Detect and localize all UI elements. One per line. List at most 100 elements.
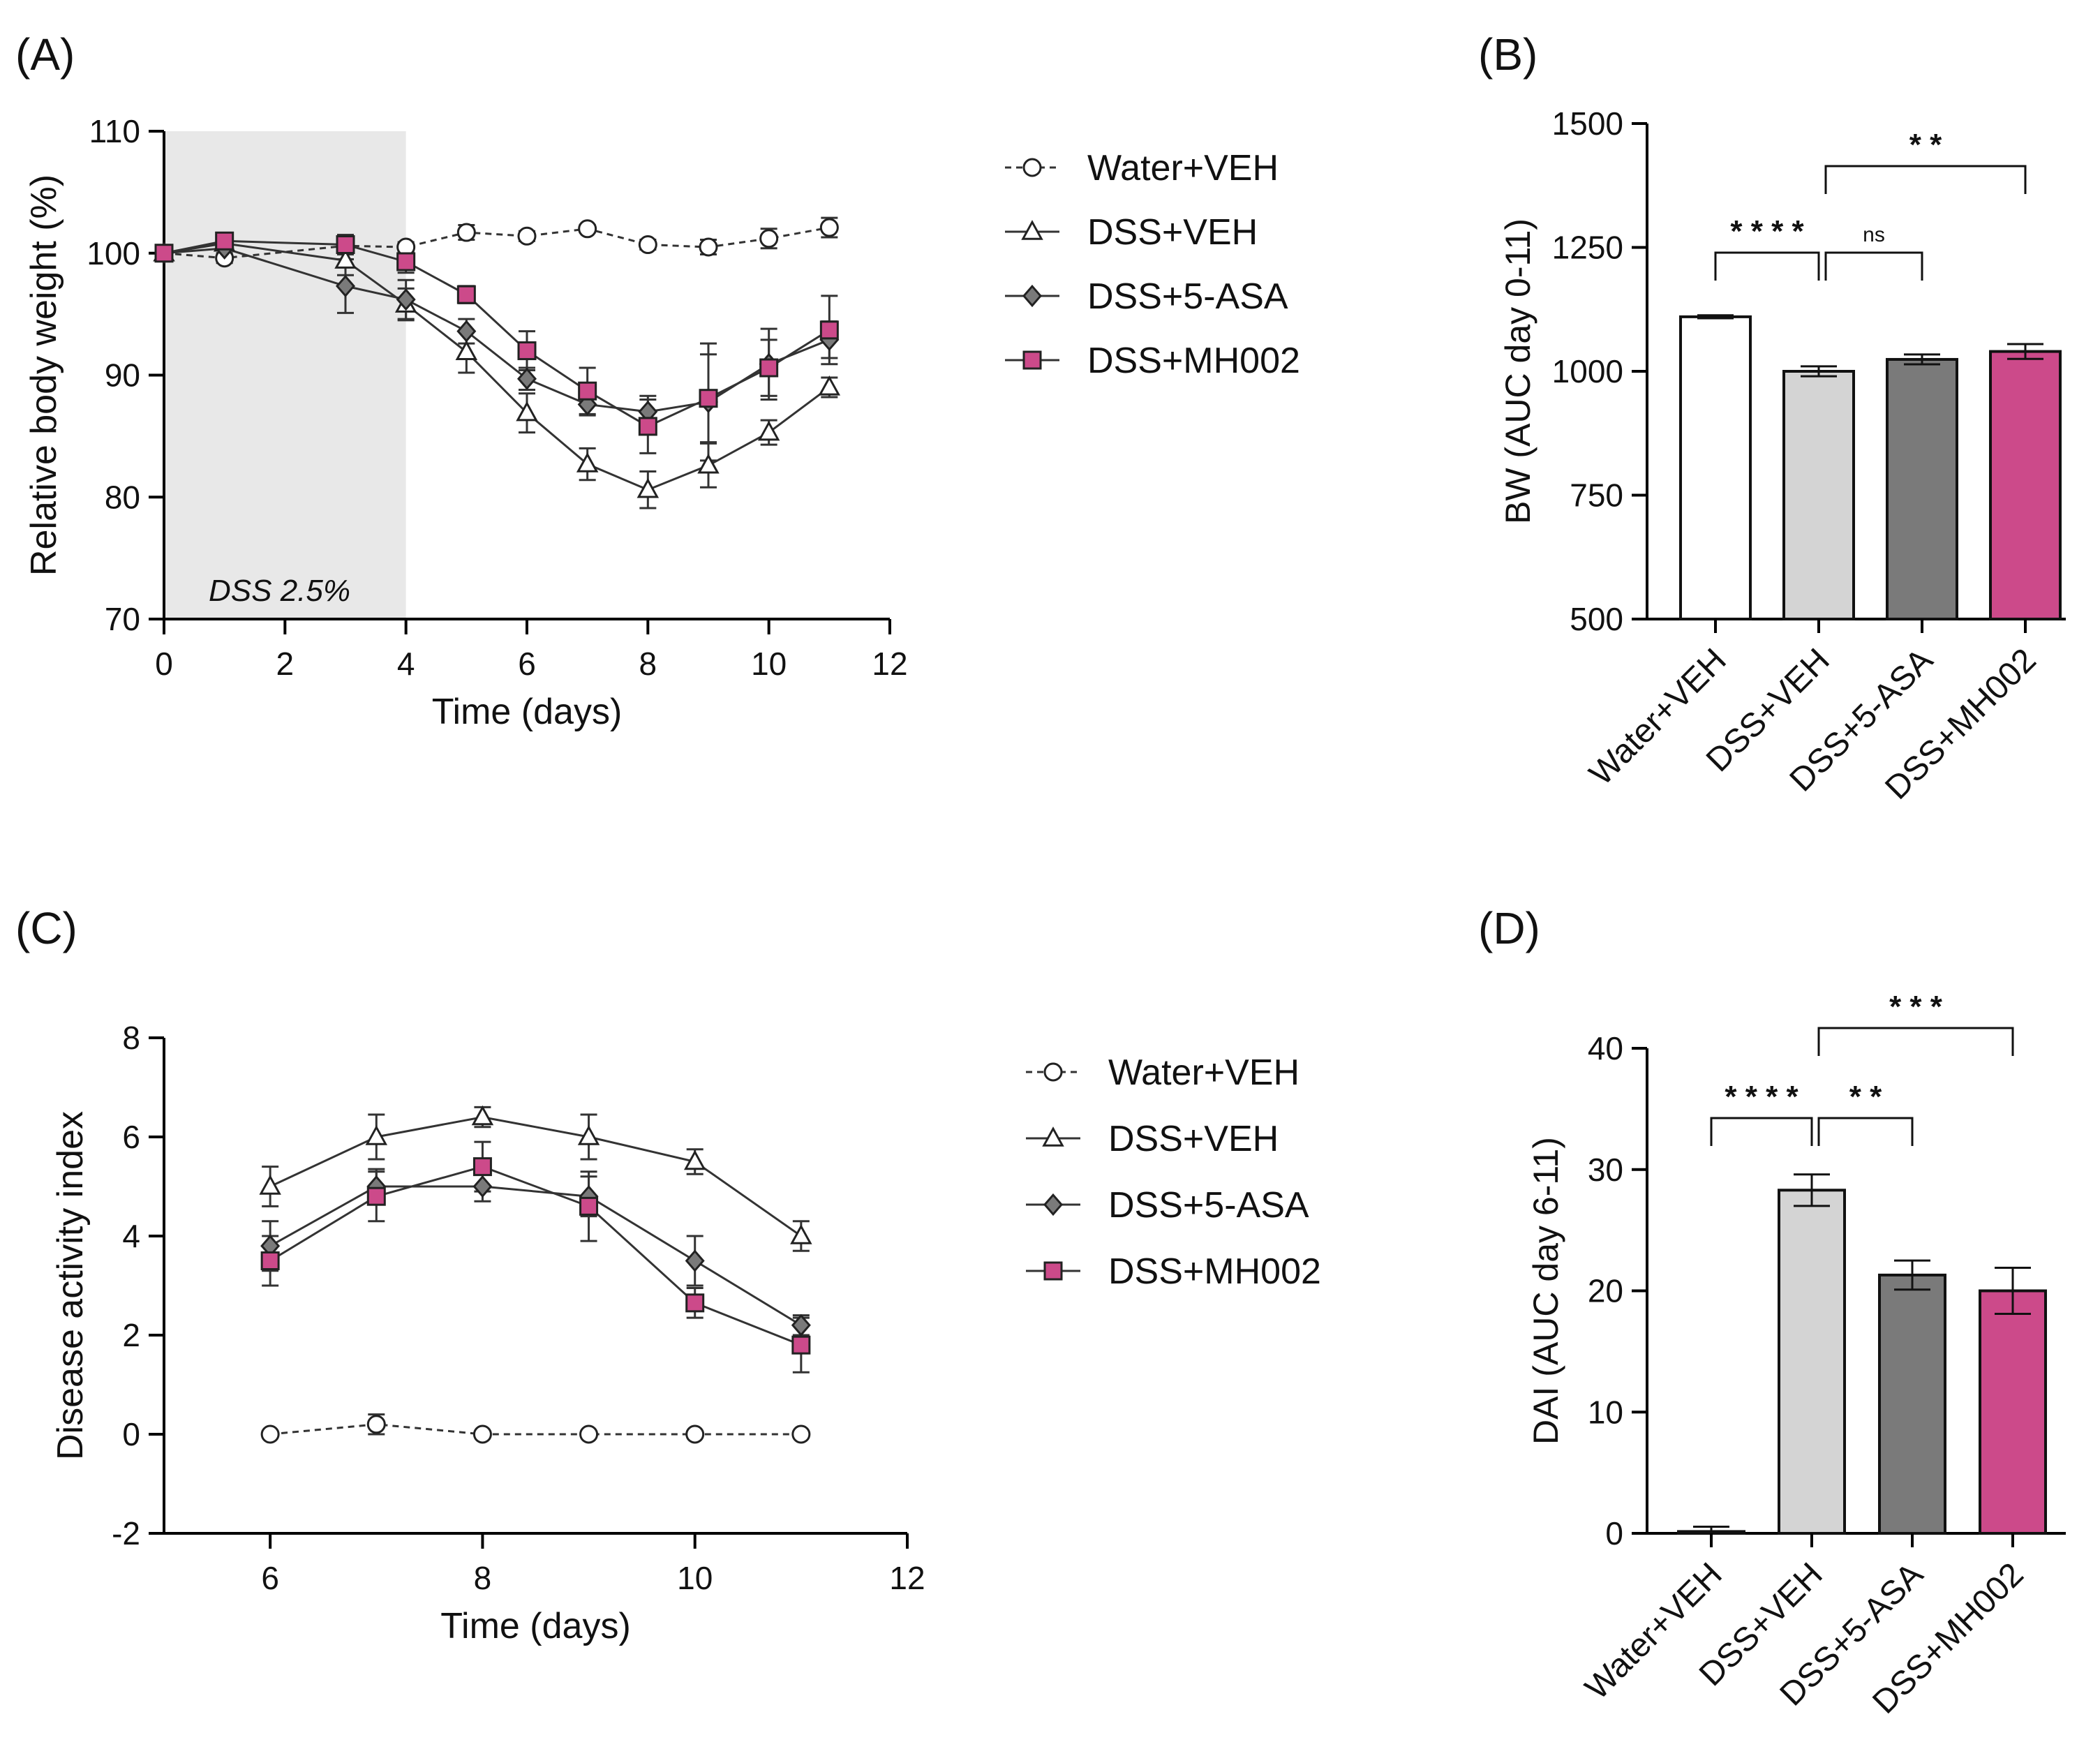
error-bar xyxy=(1894,1259,1930,1291)
data-point-DSS+5-ASA xyxy=(791,1313,811,1337)
y-tick-label: -2 xyxy=(112,1515,140,1551)
legend-marker xyxy=(1042,1126,1064,1147)
y-tick-label: 2 xyxy=(122,1317,140,1353)
data-point-DSS+VEH xyxy=(683,1149,706,1170)
data-point-DSS+5-ASA xyxy=(396,288,416,311)
y-axis-label: Relative body weight (%) xyxy=(24,174,64,576)
bracket-line xyxy=(1824,165,2027,194)
legend-label: DSS+VEH xyxy=(1108,1119,1279,1159)
significance-bracket: * * * * xyxy=(1714,214,1820,281)
y-tick-label: 1000 xyxy=(1552,353,1623,389)
bar-DSS+MH002 xyxy=(1979,1289,2047,1535)
x-axis-label: Time (days) xyxy=(440,1606,631,1646)
x-tick-label: 12 xyxy=(872,646,907,682)
legend-marker xyxy=(1043,1062,1063,1082)
data-point-DSS+VEH xyxy=(516,401,538,422)
legend-marker xyxy=(1043,1193,1063,1216)
data-point-DSS+MH002 xyxy=(699,389,718,408)
legend-marker xyxy=(1043,1261,1063,1281)
error-bar xyxy=(2007,343,2043,360)
data-point-Water+VEH xyxy=(699,237,718,257)
data-point-DSS+MH002 xyxy=(366,1186,386,1206)
data-point-DSS+VEH xyxy=(576,452,599,472)
x-tick-label: 6 xyxy=(261,1560,279,1596)
legend: Water+VEH DSS+VEH DSS+5-ASA DSS+MH002 xyxy=(1026,1052,1321,1292)
error-bar xyxy=(1904,353,1940,366)
bracket-line xyxy=(1824,251,1923,281)
y-tick-label: 1500 xyxy=(1552,105,1623,142)
y-axis-label: BW (AUC day 0-11) xyxy=(1498,218,1537,524)
legend: Water+VEH DSS+VEH DSS+5-ASA DSS+MH002 xyxy=(1005,148,1300,381)
series-line-Water+VEH xyxy=(270,1423,801,1436)
significance-bracket: * * xyxy=(1817,1080,1914,1146)
series-line-DSS+5-ASA xyxy=(269,1185,802,1327)
bar-DSS+5-ASA xyxy=(1886,357,1958,621)
panel-label: (B) xyxy=(1478,29,1537,80)
shaded-region xyxy=(164,131,406,619)
data-point-DSS+MH002 xyxy=(685,1293,705,1313)
significance-label: * * * xyxy=(1889,990,1943,1024)
bar-DSS+5-ASA xyxy=(1878,1273,1946,1535)
bracket-line xyxy=(1714,251,1820,281)
legend-marker xyxy=(1021,220,1043,240)
data-point-DSS+MH002 xyxy=(578,381,597,401)
series-line-Water+VEH xyxy=(163,226,830,260)
bracket-line xyxy=(1817,1117,1914,1146)
bar-DSS+VEH xyxy=(1782,370,1855,620)
legend-marker xyxy=(1022,158,1042,177)
data-point-DSS+MH002 xyxy=(154,244,174,263)
data-point-DSS+5-ASA xyxy=(456,320,477,343)
data-point-DSS+VEH xyxy=(757,420,780,441)
data-point-DSS+VEH xyxy=(334,248,357,269)
y-tick-label: 100 xyxy=(87,235,140,271)
significance-label: * * * * xyxy=(1725,1080,1799,1114)
x-tick-label: Water+VEH xyxy=(1582,641,1733,792)
data-point-Water+VEH xyxy=(366,1415,386,1434)
legend-label: DSS+MH002 xyxy=(1087,341,1300,381)
data-point-Water+VEH xyxy=(579,1424,599,1444)
data-point-DSS+MH002 xyxy=(456,285,476,304)
significance-bracket: * * xyxy=(1824,128,2027,194)
y-tick-label: 500 xyxy=(1570,601,1623,637)
data-point-Water+VEH xyxy=(260,1424,280,1444)
bar-DSS+MH002 xyxy=(1989,350,2062,620)
y-axis-label: Disease activity index xyxy=(50,1111,91,1460)
y-tick-label: 0 xyxy=(1605,1515,1623,1551)
legend-label: DSS+MH002 xyxy=(1108,1251,1321,1292)
data-point-DSS+MH002 xyxy=(336,235,355,255)
y-tick-label: 750 xyxy=(1570,477,1623,514)
bar-DSS+VEH xyxy=(1778,1189,1846,1535)
data-point-DSS+VEH xyxy=(818,375,841,396)
panel-label: (D) xyxy=(1478,903,1540,953)
x-tick-label: 10 xyxy=(751,646,787,682)
legend-label: Water+VEH xyxy=(1108,1052,1300,1093)
x-tick-label: 6 xyxy=(518,646,536,682)
y-tick-label: 110 xyxy=(89,113,140,149)
panel-0-line-chart: (A) DSS 2.5% 0 2 4 6 8 10 12 70 80 90 100 110 Time (da… xyxy=(15,29,1300,732)
data-point-DSS+MH002 xyxy=(638,417,657,436)
data-point-DSS+MH002 xyxy=(396,252,416,271)
legend-label: DSS+VEH xyxy=(1087,212,1258,253)
data-point-DSS+MH002 xyxy=(215,231,234,251)
y-tick-label: 4 xyxy=(122,1218,140,1254)
y-tick-label: 8 xyxy=(122,1020,140,1056)
legend-marker xyxy=(1022,350,1042,370)
data-point-Water+VEH xyxy=(456,223,476,242)
y-tick-label: 10 xyxy=(1588,1394,1623,1430)
x-tick-label: 10 xyxy=(677,1560,713,1596)
shaded-region-label: DSS 2.5% xyxy=(209,574,350,608)
data-point-Water+VEH xyxy=(472,1424,492,1444)
data-point-Water+VEH xyxy=(819,218,839,237)
data-point-DSS+MH002 xyxy=(819,320,839,340)
data-point-Water+VEH xyxy=(759,229,779,248)
data-point-DSS+VEH xyxy=(471,1105,494,1126)
significance-label: * * * * xyxy=(1730,214,1804,248)
series-line-DSS+VEH xyxy=(269,1116,802,1237)
data-point-DSS+MH002 xyxy=(517,341,537,361)
bar-Water+VEH xyxy=(1679,315,1752,620)
data-point-DSS+VEH xyxy=(455,340,478,360)
x-tick-label: 2 xyxy=(276,646,295,682)
y-tick-label: 20 xyxy=(1588,1273,1623,1309)
y-tick-label: 80 xyxy=(105,479,140,515)
